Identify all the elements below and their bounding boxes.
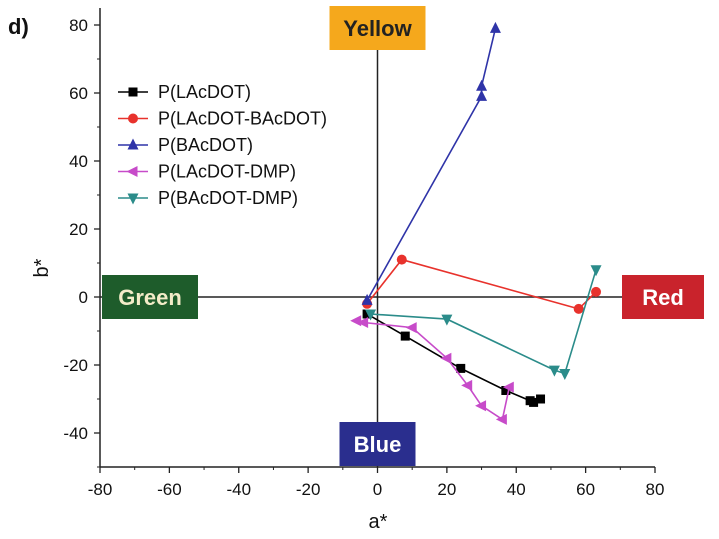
data-point xyxy=(441,314,453,326)
legend-item: P(LAcDOT-BAcDOT) xyxy=(118,109,327,129)
series-4 xyxy=(365,265,602,380)
legend-item: P(LAcDOT) xyxy=(118,82,251,102)
legend-label: P(BAcDOT) xyxy=(158,135,253,155)
color-box-bg xyxy=(339,422,416,466)
x-tick-label: 80 xyxy=(646,480,665,499)
color-box-bg xyxy=(329,6,426,50)
y-tick-label: 80 xyxy=(69,16,88,35)
x-tick-label: 40 xyxy=(507,480,526,499)
data-point xyxy=(350,315,362,327)
y-axis: -40 -20 0 20 40 60 80 xyxy=(63,16,100,468)
x-axis: -80 -60 -40 -20 0 20 40 60 80 xyxy=(88,467,665,499)
series-line xyxy=(356,320,511,421)
x-tick-label: -60 xyxy=(157,480,182,499)
color-box-blue: Blue xyxy=(339,422,416,466)
legend-label: P(BAcDOT-DMP) xyxy=(158,188,298,208)
data-point xyxy=(475,400,487,412)
x-tick-label: -80 xyxy=(88,480,113,499)
data-point xyxy=(362,309,372,319)
data-point xyxy=(495,413,507,425)
series-2 xyxy=(361,21,501,305)
data-point xyxy=(502,381,514,393)
series-line xyxy=(370,269,597,375)
data-point xyxy=(400,331,410,341)
legend-item: P(BAcDOT) xyxy=(118,135,253,155)
data-point xyxy=(591,286,602,297)
color-box-label: Blue xyxy=(354,432,402,457)
color-box-label: Red xyxy=(642,285,684,310)
series-group xyxy=(350,21,602,425)
legend-label: P(LAcDOT-DMP) xyxy=(158,162,296,182)
data-point xyxy=(548,365,560,377)
data-point xyxy=(461,379,473,391)
data-point xyxy=(536,394,546,404)
color-box-bg xyxy=(622,275,704,319)
color-box-red: Red xyxy=(622,275,704,319)
y-tick-label: 40 xyxy=(69,152,88,171)
data-point xyxy=(559,369,571,380)
legend-marker xyxy=(127,193,139,205)
series-0 xyxy=(362,309,546,407)
data-point xyxy=(529,397,539,407)
data-point xyxy=(357,317,369,328)
legend-item: P(BAcDOT-DMP) xyxy=(118,188,298,208)
panel-label: d) xyxy=(8,14,29,39)
series-line xyxy=(366,258,597,310)
x-tick-label: -40 xyxy=(226,480,251,499)
legend-label: P(LAcDOT-BAcDOT) xyxy=(158,109,327,129)
y-tick-label: 60 xyxy=(69,84,88,103)
data-point xyxy=(365,309,377,321)
data-point xyxy=(489,21,501,33)
data-point xyxy=(361,293,373,305)
y-axis-title: b* xyxy=(31,258,53,277)
data-point xyxy=(405,322,417,334)
color-region-boxes: Yellow Green Red Blue xyxy=(102,6,704,466)
y-tick-label: 0 xyxy=(79,288,88,307)
x-tick-label: 60 xyxy=(576,480,595,499)
y-tick-label: -20 xyxy=(63,356,88,375)
x-tick-label: 20 xyxy=(437,480,456,499)
data-point xyxy=(590,265,602,277)
color-box-bg xyxy=(102,275,198,319)
plot-frame xyxy=(99,8,655,468)
y-tick-label: -40 xyxy=(63,424,88,443)
legend-item: P(LAcDOT-DMP) xyxy=(118,162,296,182)
data-point xyxy=(501,386,511,395)
color-box-label: Green xyxy=(118,285,182,310)
y-tick-label: 20 xyxy=(69,220,88,239)
data-point xyxy=(440,352,452,364)
x-axis-title: a* xyxy=(369,511,388,533)
data-point xyxy=(476,89,488,101)
color-box-yellow: Yellow xyxy=(329,6,426,50)
color-box-label: Yellow xyxy=(343,16,412,41)
legend-label: P(LAcDOT) xyxy=(158,82,251,102)
legend-marker xyxy=(126,166,138,177)
legend-marker xyxy=(128,113,138,124)
data-point xyxy=(476,79,488,91)
x-tick-label: 0 xyxy=(373,480,382,499)
series-3 xyxy=(350,315,514,425)
data-point xyxy=(573,303,584,314)
series-1 xyxy=(362,254,602,314)
legend: P(LAcDOT) P(LAcDOT-BAcDOT) P(BAcDOT) P(LAcD… xyxy=(118,82,327,208)
data-point xyxy=(456,363,466,373)
series-line xyxy=(366,313,541,404)
color-box-green: Green xyxy=(102,275,198,319)
series-line xyxy=(366,28,497,301)
legend-marker xyxy=(128,87,138,97)
x-tick-label: -20 xyxy=(296,480,321,499)
legend-marker xyxy=(127,138,139,150)
data-point xyxy=(396,254,407,265)
